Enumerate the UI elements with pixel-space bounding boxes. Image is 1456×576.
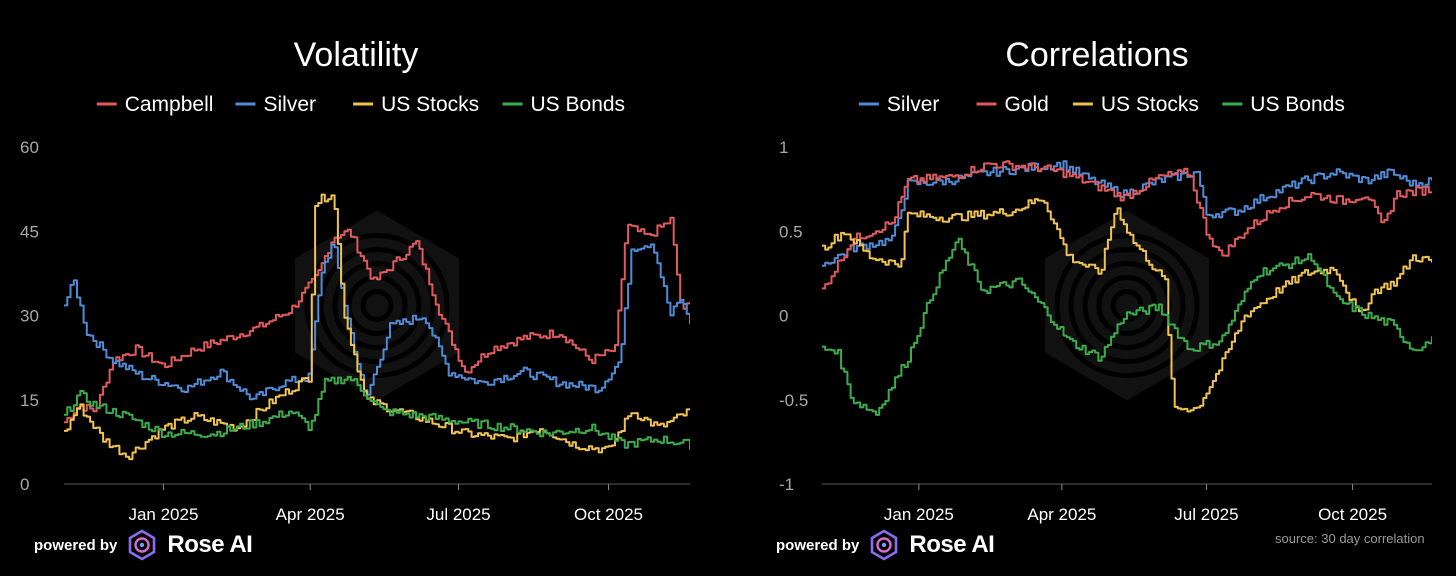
watermark-logo-icon	[1045, 210, 1209, 401]
y-tick-label: 0	[20, 475, 29, 494]
series-line-campbell	[64, 216, 690, 424]
chart-title: Volatility	[294, 36, 419, 74]
x-tick-label: Jul 2025	[1174, 505, 1238, 524]
legend-item[interactable]: US Stocks	[1072, 93, 1199, 116]
powered-by-text: powered by	[34, 536, 118, 554]
series-line-us-stocks	[64, 193, 690, 461]
legend-item[interactable]: Silver	[235, 93, 317, 116]
powered-by-text: powered by	[776, 536, 860, 554]
series-line-us-bonds	[64, 375, 690, 451]
legend-label: Gold	[1005, 93, 1049, 116]
legend-label: Silver	[887, 93, 940, 116]
series-line-silver	[64, 243, 690, 401]
y-tick-label: 15	[20, 391, 39, 410]
source-note: source: 30 day correlation	[1275, 531, 1425, 546]
legend-item[interactable]: US Stocks	[353, 93, 479, 116]
series-line-gold	[822, 160, 1432, 290]
legend-label: US Bonds	[531, 93, 626, 116]
brand-name: Rose AI	[167, 531, 253, 558]
legend-label: Silver	[264, 93, 317, 116]
chart-volatility: Volatility Campbell Silver US Stocks US Bond…	[20, 36, 690, 524]
legend: Campbell Silver US Stocks US Bonds	[96, 93, 626, 116]
y-tick-label: 0	[779, 307, 788, 326]
y-tick-label: 60	[20, 138, 39, 157]
legend-label: US Stocks	[381, 93, 479, 116]
footer-left: powered by Rose AI	[34, 528, 253, 562]
watermark-logo-icon	[295, 210, 459, 401]
footer-right: powered by Rose AI	[776, 528, 995, 562]
x-tick-label: Jul 2025	[426, 505, 490, 524]
chart-correlations: Correlations Silver Gold US Stocks US Bonds -…	[779, 36, 1432, 524]
legend-item[interactable]: US Bonds	[502, 93, 626, 116]
brand-name: Rose AI	[909, 531, 995, 558]
legend-item[interactable]: Campbell	[96, 93, 214, 116]
y-tick-label: 1	[779, 138, 788, 157]
x-tick-label: Jan 2025	[128, 505, 198, 524]
x-tick-label: Oct 2025	[1318, 505, 1387, 524]
legend-item[interactable]: Gold	[976, 93, 1049, 116]
legend-label: Campbell	[125, 93, 214, 116]
y-tick-label: 45	[20, 222, 39, 241]
chart-title: Correlations	[1005, 36, 1188, 74]
legend-item[interactable]: US Bonds	[1222, 93, 1345, 116]
x-tick-label: Apr 2025	[276, 505, 345, 524]
x-tick-label: Jan 2025	[884, 505, 954, 524]
y-tick-label: 30	[20, 307, 39, 326]
x-tick-label: Apr 2025	[1027, 505, 1096, 524]
y-tick-label: 0.5	[779, 222, 803, 241]
legend-label: US Bonds	[1250, 93, 1345, 116]
series-line-us-bonds	[822, 237, 1432, 416]
x-tick-label: Oct 2025	[574, 505, 643, 524]
rose-ai-logo-icon	[871, 529, 898, 561]
legend-label: US Stocks	[1101, 93, 1199, 116]
legend: Silver Gold US Stocks US Bonds	[858, 93, 1345, 116]
rose-ai-logo-icon	[129, 529, 156, 561]
y-tick-label: -0.5	[779, 391, 808, 410]
y-tick-label: -1	[779, 475, 794, 494]
legend-item[interactable]: Silver	[858, 93, 940, 116]
series-line-us-stocks	[822, 198, 1432, 413]
